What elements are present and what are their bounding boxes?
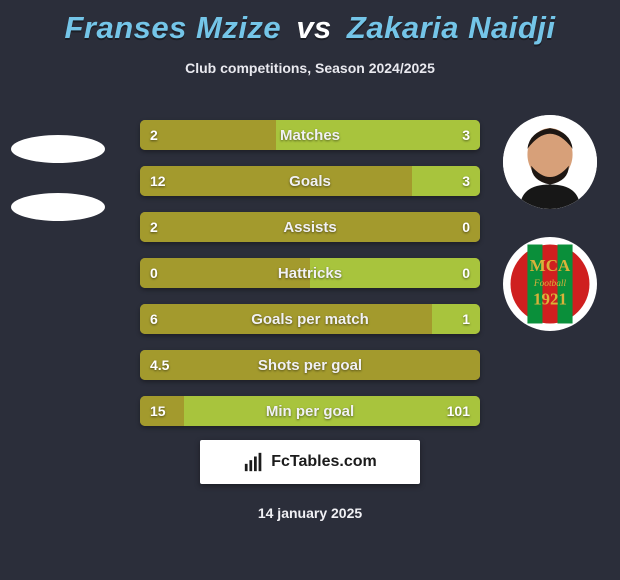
bar-row: 15 101 Min per goal bbox=[140, 396, 480, 426]
bar-left-fill bbox=[140, 166, 412, 196]
page-title: Franses Mzize vs Zakaria Naidji bbox=[0, 0, 620, 46]
comparison-bars: 2 3 Matches 12 3 Goals 2 0 Assists 0 0 H… bbox=[140, 120, 480, 442]
infographic-date: 14 january 2025 bbox=[0, 505, 620, 521]
mca-badge-icon: MCA Football 1921 bbox=[503, 237, 597, 331]
player2-face-icon bbox=[503, 115, 597, 209]
svg-text:MCA: MCA bbox=[530, 256, 571, 275]
bar-row: 2 0 Assists bbox=[140, 212, 480, 242]
bar-left-fill bbox=[140, 350, 480, 380]
subtitle: Club competitions, Season 2024/2025 bbox=[0, 60, 620, 76]
bar-row: 0 0 Hattricks bbox=[140, 258, 480, 288]
svg-text:Football: Football bbox=[533, 279, 567, 289]
player1-avatar-placeholder bbox=[11, 135, 105, 163]
fctables-text: FcTables.com bbox=[271, 453, 377, 471]
bar-right-fill bbox=[184, 396, 480, 426]
svg-text:1921: 1921 bbox=[533, 290, 567, 309]
fctables-badge: FcTables.com bbox=[200, 440, 420, 484]
bar-left-fill bbox=[140, 120, 276, 150]
player2-club-badge: MCA Football 1921 bbox=[503, 237, 597, 331]
bar-right-fill bbox=[432, 304, 480, 334]
fctables-logo-icon bbox=[243, 451, 265, 473]
bar-right-fill bbox=[412, 166, 480, 196]
bar-row: 12 3 Goals bbox=[140, 166, 480, 196]
bar-left-fill bbox=[140, 396, 184, 426]
bar-row: 6 1 Goals per match bbox=[140, 304, 480, 334]
bar-right-fill bbox=[310, 258, 480, 288]
player2-avatar bbox=[503, 115, 597, 209]
bar-row: 4.5 Shots per goal bbox=[140, 350, 480, 380]
title-vs: vs bbox=[296, 10, 331, 45]
left-avatar-column bbox=[8, 115, 108, 251]
bar-right-fill bbox=[276, 120, 480, 150]
bar-left-fill bbox=[140, 258, 310, 288]
player1-club-placeholder bbox=[11, 193, 105, 221]
title-player1: Franses Mzize bbox=[64, 10, 281, 45]
bar-left-fill bbox=[140, 304, 432, 334]
right-avatar-column: MCA Football 1921 bbox=[500, 115, 600, 331]
bar-row: 2 3 Matches bbox=[140, 120, 480, 150]
title-player2: Zakaria Naidji bbox=[347, 10, 556, 45]
bar-left-fill bbox=[140, 212, 480, 242]
